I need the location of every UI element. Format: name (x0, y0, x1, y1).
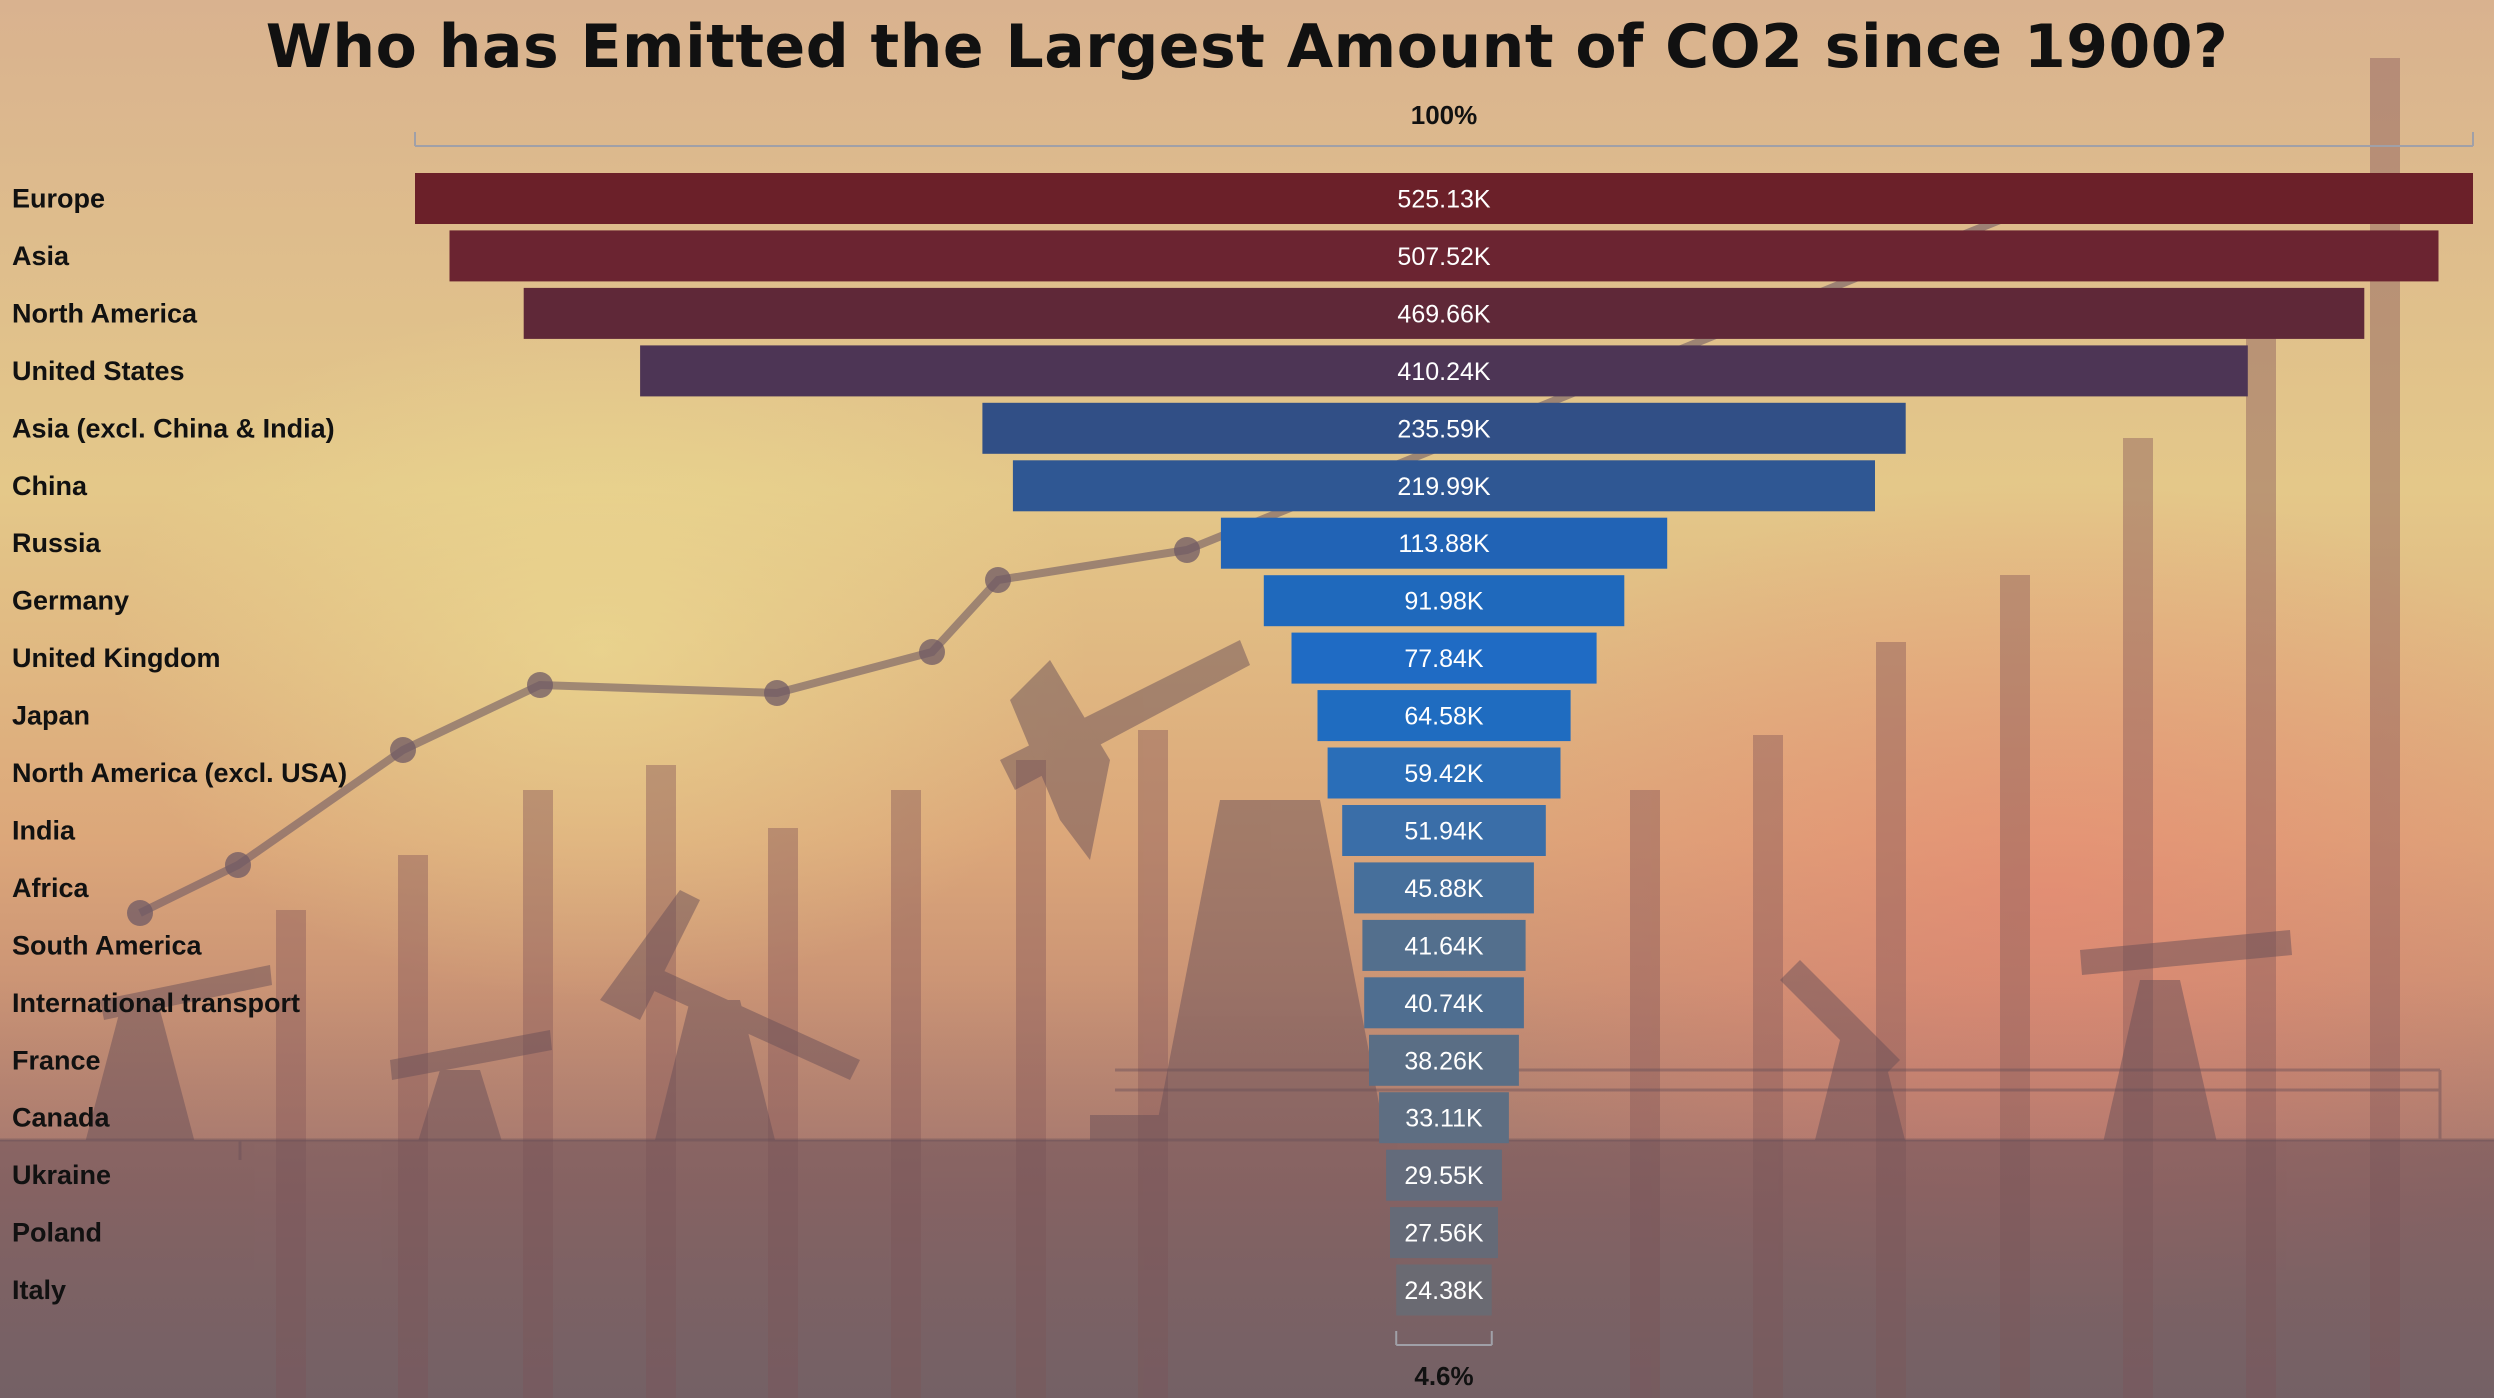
value-label-italy: 24.38K (1404, 1277, 1484, 1305)
bar-india (1342, 805, 1546, 856)
bar-asia-excl-china-india (982, 402, 1906, 454)
category-label-germany: Germany (12, 586, 129, 616)
category-label-japan: Japan (12, 701, 90, 731)
category-label-france: France (12, 1045, 101, 1075)
bar-north-america-excl-usa (1327, 747, 1561, 799)
value-label-canada: 33.11K (1405, 1105, 1483, 1133)
category-label-north-america-excl-usa: North America (excl. USA) (12, 758, 347, 788)
category-label-poland: Poland (12, 1218, 102, 1248)
value-label-international-transport: 40.74K (1404, 990, 1484, 1018)
funnel-rows: Europe 525.13K Asia 507.52K North America 469… (12, 173, 2473, 1316)
category-label-ukraine: Ukraine (12, 1160, 111, 1190)
category-label-china: China (12, 471, 88, 501)
bar-germany (1263, 575, 1625, 627)
value-label-asia: 507.52K (1397, 243, 1490, 271)
value-label-germany: 91.98K (1404, 588, 1484, 616)
value-label-north-america-excl-usa: 59.42K (1404, 760, 1484, 788)
value-label-france: 38.26K (1404, 1047, 1484, 1075)
value-label-asia-excl-china-india: 235.59K (1397, 415, 1490, 443)
category-label-united-states: United States (12, 356, 185, 386)
category-label-asia: Asia (12, 241, 70, 271)
bar-united-kingdom (1291, 632, 1597, 684)
category-label-canada: Canada (12, 1103, 111, 1133)
bar-north-america (523, 287, 2365, 339)
value-label-japan: 64.58K (1404, 703, 1484, 731)
chart-title: Who has Emitted the Largest Amount of CO… (265, 12, 2229, 82)
category-label-india: India (12, 816, 76, 846)
category-label-africa: Africa (12, 873, 90, 903)
value-label-europe: 525.13K (1397, 186, 1490, 214)
value-label-russia: 113.88K (1398, 530, 1490, 558)
top-scale-bracket (414, 132, 2474, 147)
value-label-poland: 27.56K (1404, 1220, 1484, 1248)
bar-ukraine (1386, 1149, 1502, 1201)
category-label-united-kingdom: United Kingdom (12, 643, 220, 673)
bar-france (1369, 1034, 1519, 1086)
bar-china (1012, 460, 1875, 512)
bar-russia (1220, 517, 1668, 569)
value-label-north-america: 469.66K (1397, 300, 1490, 328)
top-percent-label: 100% (1411, 100, 1478, 130)
bar-japan (1317, 690, 1571, 742)
bar-africa (1354, 862, 1534, 914)
bar-south-america (1362, 919, 1526, 971)
category-label-international-transport: International transport (12, 988, 300, 1018)
value-label-china: 219.99K (1397, 473, 1490, 501)
category-label-asia-excl-china-india: Asia (excl. China & India) (12, 413, 335, 443)
bottom-scale-bracket (1395, 1331, 1493, 1346)
value-label-africa: 45.88K (1404, 875, 1484, 903)
bar-international-transport (1364, 977, 1524, 1029)
category-label-south-america: South America (12, 930, 203, 960)
value-label-united-states: 410.24K (1397, 358, 1490, 386)
value-label-india: 51.94K (1404, 818, 1484, 846)
bar-poland (1390, 1207, 1498, 1259)
category-label-north-america: North America (12, 298, 198, 328)
bar-europe (415, 173, 2473, 224)
value-label-united-kingdom: 77.84K (1404, 645, 1484, 673)
bar-united-states (640, 345, 2248, 397)
value-label-ukraine: 29.55K (1404, 1162, 1484, 1190)
bar-canada (1379, 1092, 1509, 1144)
bottom-percent-label: 4.6% (1414, 1361, 1473, 1391)
category-label-europe: Europe (12, 184, 105, 214)
bar-asia (449, 230, 2439, 282)
bar-italy (1396, 1264, 1492, 1316)
value-label-south-america: 41.64K (1404, 932, 1484, 960)
category-label-italy: Italy (12, 1275, 66, 1305)
category-label-russia: Russia (12, 528, 102, 558)
